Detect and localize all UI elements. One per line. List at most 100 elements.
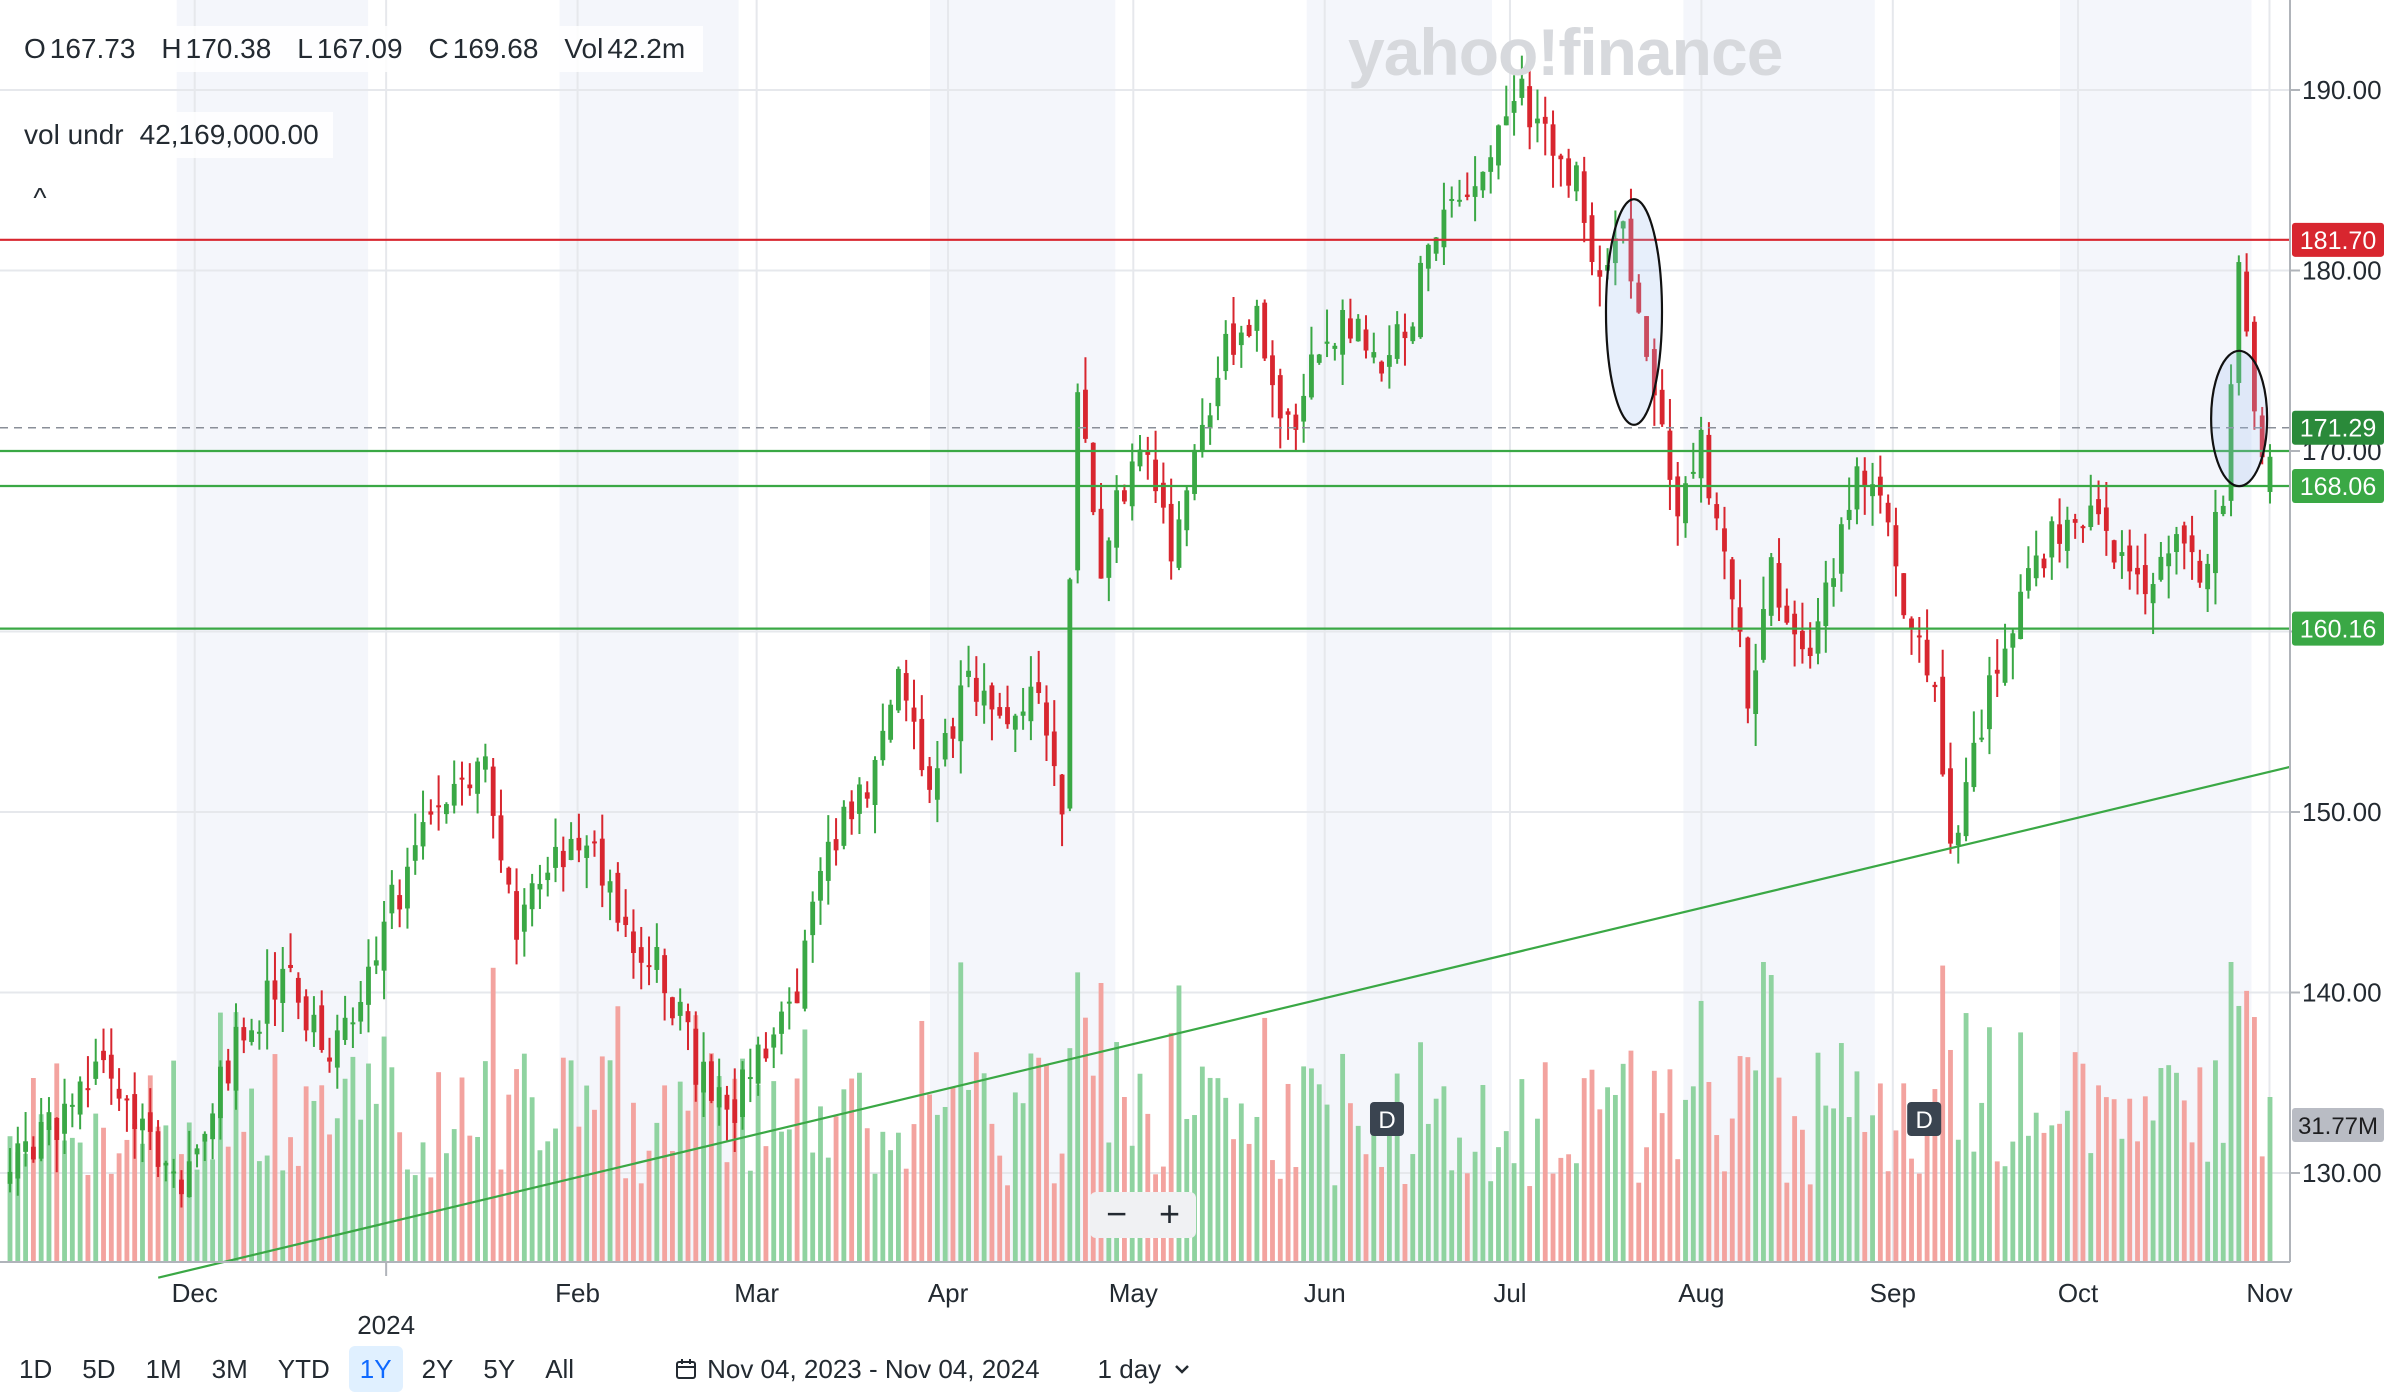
volume-bar — [669, 1151, 675, 1262]
volume-bar — [1270, 1160, 1275, 1262]
range-ytd-button[interactable]: YTD — [277, 1354, 330, 1384]
interval-dropdown[interactable]: 1 day — [1098, 1354, 1192, 1385]
candle-body — [560, 850, 566, 868]
volume-bar — [1199, 1066, 1205, 1262]
candle-body — [46, 1112, 52, 1130]
candle-body — [225, 1060, 231, 1084]
candle-body — [2220, 505, 2226, 515]
candle-body — [2080, 526, 2086, 529]
candle-body — [701, 1061, 707, 1093]
candle-body — [607, 881, 613, 893]
x-tick-label: Mar — [734, 1278, 779, 1308]
candle-body — [1121, 490, 1127, 502]
candle-body — [669, 997, 675, 1019]
volume-bar — [1293, 1167, 1299, 1262]
volume-bar — [1207, 1077, 1213, 1262]
candle-body — [1893, 525, 1899, 567]
candle-body — [2174, 534, 2179, 553]
volume-bar — [1316, 1084, 1322, 1262]
volume-bar — [1511, 1163, 1517, 1262]
volume-bar — [966, 1089, 971, 1262]
volume-bar — [1987, 1027, 1992, 1262]
range-3m-button[interactable]: 3M — [211, 1354, 248, 1384]
candle-body — [381, 921, 387, 971]
dividend-marker-label: D — [1916, 1107, 1933, 1134]
dividend-marker[interactable]: D — [1907, 1102, 1942, 1136]
candle-body — [2189, 535, 2195, 553]
volume-bar — [677, 1081, 683, 1262]
indicator-value: 42,169,000.00 — [139, 119, 319, 150]
volume-bar — [1402, 1184, 1408, 1262]
volume-bar — [903, 1168, 909, 1262]
volume-bar — [30, 1078, 36, 1262]
candle-body — [2267, 456, 2273, 492]
volume-bar — [568, 1060, 574, 1262]
candle-body — [1745, 637, 1751, 709]
candle-body — [973, 677, 979, 702]
volume-bar — [786, 1129, 792, 1262]
candle-body — [888, 704, 894, 740]
volume-bar — [2205, 1161, 2211, 1262]
volume-bar — [2150, 1120, 2156, 1262]
x-tick-label: Jun — [1304, 1278, 1346, 1308]
volume-bar — [210, 1159, 216, 1262]
volume-bar — [919, 1020, 925, 1262]
volume-bar — [958, 962, 964, 1262]
volume-bar — [1994, 1161, 2000, 1262]
volume-bar — [498, 1169, 504, 1262]
volume-bar — [1620, 1063, 1626, 1262]
yahoo-finance-watermark: yahoo!finance — [1348, 15, 1783, 89]
candle-body — [1854, 466, 1860, 510]
price-chart[interactable]: DD130.00140.00150.00160.00170.00180.0019… — [0, 0, 2392, 1346]
candle-body — [2111, 540, 2117, 563]
candle-body — [1340, 309, 1346, 355]
candle-body — [482, 756, 488, 770]
volume-bar — [2251, 1017, 2257, 1262]
dividend-marker[interactable]: D — [1369, 1102, 1404, 1136]
range-2y-button[interactable]: 2Y — [421, 1354, 454, 1384]
volume-bar — [467, 1135, 473, 1262]
candle-body — [1176, 519, 1182, 568]
range-1m-button[interactable]: 1M — [145, 1354, 182, 1384]
candle-body — [833, 839, 839, 851]
candle-body — [373, 960, 379, 966]
volume-bar — [1924, 1124, 1930, 1262]
candle-body — [1347, 318, 1353, 339]
candle-body — [1971, 742, 1977, 788]
volume-bar — [1776, 1077, 1782, 1262]
range-1y-button[interactable]: 1Y — [348, 1346, 403, 1392]
candle-body — [1706, 434, 1712, 499]
candle-body — [264, 980, 270, 1024]
candle-body — [1036, 682, 1042, 694]
volume-bar — [327, 1134, 332, 1262]
range-5d-button[interactable]: 5D — [82, 1354, 116, 1384]
x-tick-label: May — [1109, 1278, 1158, 1308]
volume-bar — [553, 1128, 558, 1262]
zoom-out-button[interactable]: − — [1105, 1193, 1128, 1234]
date-range-picker[interactable]: Nov 04, 2023 - Nov 04, 2024 — [675, 1354, 1040, 1385]
range-5y-button[interactable]: 5Y — [483, 1354, 516, 1384]
range-all-button[interactable]: All — [545, 1354, 575, 1384]
volume-bar — [1192, 1115, 1197, 1262]
zoom-in-button[interactable]: + — [1158, 1193, 1181, 1234]
candle-body — [794, 991, 800, 1004]
volume-bar — [514, 1069, 519, 1262]
x-tick-label: Apr — [928, 1278, 969, 1308]
candle-body — [1332, 345, 1338, 349]
volume-bar — [708, 1053, 714, 1262]
volume-indicator-readout[interactable]: vol undr 42,169,000.00 — [10, 112, 333, 158]
volume-bar — [849, 1078, 855, 1262]
candle-body — [1753, 670, 1759, 714]
range-1d-button[interactable]: 1D — [19, 1354, 53, 1384]
volume-bar — [545, 1141, 551, 1262]
candle-body — [615, 872, 621, 923]
volume-bar — [46, 1126, 52, 1262]
candle-body — [1449, 198, 1455, 201]
candle-body — [1184, 490, 1190, 531]
candle-body — [927, 766, 933, 790]
candle-body — [1090, 442, 1096, 513]
chevron-up-icon[interactable]: ^ — [33, 182, 47, 213]
volume-bar — [350, 1056, 356, 1262]
volume-bar — [833, 1116, 839, 1262]
volume-bar — [1449, 1170, 1455, 1262]
